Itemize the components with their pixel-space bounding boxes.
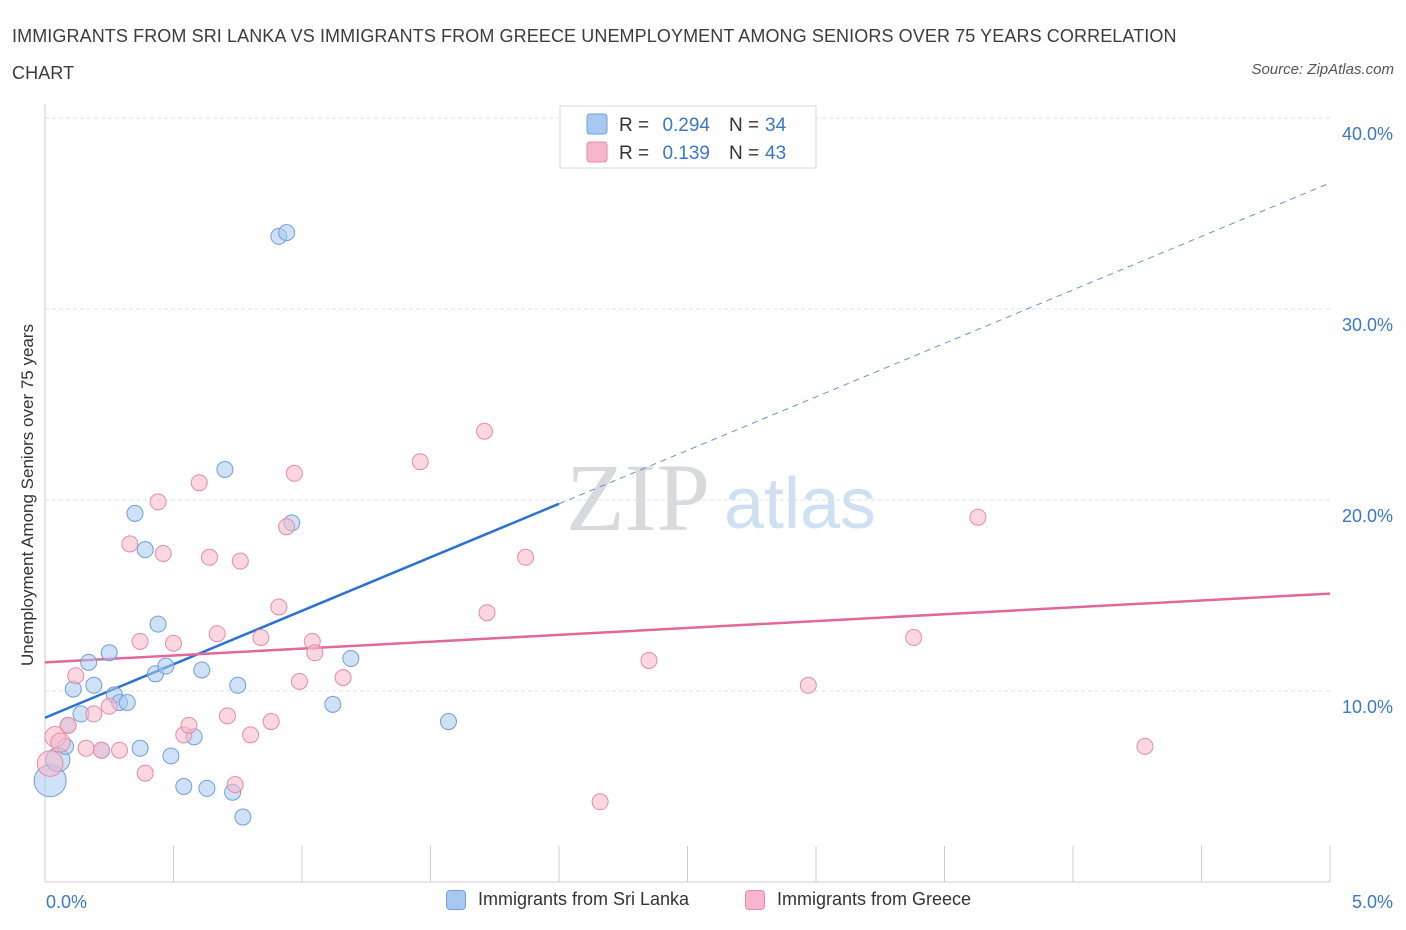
point-sri-lanka-15 (136, 541, 154, 559)
stats-swatch-0 (586, 113, 608, 135)
point-sri-lanka-20 (175, 778, 193, 795)
point-sri-lanka-24 (216, 460, 234, 478)
point-sri-lanka-32 (342, 650, 360, 668)
x-tick-label-0: 0.0% (46, 892, 87, 912)
point-greece-13 (149, 493, 167, 511)
point-sri-lanka-31 (324, 695, 342, 713)
point-greece-42 (969, 508, 987, 526)
point-greece-39 (640, 651, 658, 669)
watermark-zip: ZIP (566, 444, 710, 551)
point-greece-0 (36, 750, 64, 777)
tick-labels: 10.0% 20.0% 30.0% 40.0% 0.0% 5.0% (46, 124, 1393, 912)
stats-r-value-1: 0.139 (662, 143, 710, 164)
point-greece-32 (306, 644, 324, 662)
stats-n-label-0: N = (729, 115, 759, 136)
series-legend: Immigrants from Sri Lanka Immigrants fro… (0, 889, 1406, 915)
y-tick-label-2: 30.0% (1342, 315, 1393, 335)
stats-legend: R = 0.294 N = 34 R = 0.139 N = 43 (559, 105, 817, 169)
legend-swatch-sri-lanka (446, 889, 466, 910)
source-label: Source: ZipAtlas.com (1251, 61, 1394, 78)
data-points (33, 224, 1154, 826)
legend-label-sri-lanka: Immigrants from Sri Lanka (478, 889, 690, 909)
point-greece-36 (478, 604, 496, 622)
trend-line-sri-lanka (44, 502, 560, 719)
watermark-atlas: atlas (724, 464, 876, 544)
stats-n-value-1: 43 (765, 143, 786, 164)
point-greece-6 (85, 705, 103, 723)
point-sri-lanka-29 (278, 224, 296, 242)
axes (44, 104, 1331, 883)
legend-item-sri-lanka: Immigrants from Sri Lanka (446, 889, 689, 910)
chart-title: IMMIGRANTS FROM SRI LANKA VS IMMIGRANTS … (12, 26, 1177, 83)
y-tick-label-0: 10.0% (1342, 697, 1393, 717)
point-greece-21 (218, 707, 236, 725)
point-greece-43 (1136, 737, 1154, 755)
point-sri-lanka-26 (229, 676, 247, 694)
point-greece-41 (905, 629, 923, 647)
point-sri-lanka-12 (118, 693, 136, 711)
point-greece-7 (93, 741, 111, 759)
y-tick-label-1: 20.0% (1342, 506, 1393, 526)
point-greece-14 (154, 544, 172, 562)
stats-r-label-0: R = (619, 115, 649, 136)
point-greece-17 (180, 716, 198, 734)
point-greece-40 (799, 676, 817, 694)
trend-line-sri-lanka-extension (558, 182, 1331, 505)
point-greece-20 (208, 625, 226, 643)
point-sri-lanka-14 (131, 739, 149, 757)
point-greece-24 (242, 726, 260, 744)
stats-r-value-0: 0.294 (662, 115, 710, 136)
stats-n-value-0: 34 (765, 115, 787, 136)
point-greece-23 (231, 552, 249, 570)
point-sri-lanka-18 (157, 657, 175, 675)
point-greece-38 (591, 793, 609, 811)
point-greece-25 (252, 629, 270, 647)
point-greece-4 (67, 667, 85, 685)
point-sri-lanka-19 (162, 747, 180, 765)
point-greece-3 (59, 716, 77, 734)
legend-swatch-greece (745, 889, 765, 910)
point-sri-lanka-17 (149, 615, 167, 633)
point-greece-33 (334, 669, 352, 687)
trend-lines (44, 182, 1331, 719)
point-greece-30 (290, 672, 308, 690)
point-greece-9 (111, 741, 129, 759)
point-greece-2 (50, 732, 71, 753)
point-greece-34 (411, 453, 429, 471)
stats-r-label-1: R = (619, 143, 649, 164)
point-sri-lanka-27 (234, 808, 252, 826)
legend-label-greece: Immigrants from Greece (777, 889, 972, 909)
point-greece-10 (121, 535, 139, 553)
point-greece-11 (131, 632, 149, 650)
watermark: ZIP atlas (566, 444, 876, 551)
x-tick-label-1: 5.0% (1352, 892, 1393, 912)
point-greece-28 (278, 518, 296, 536)
point-greece-18 (190, 474, 208, 492)
point-sri-lanka-13 (126, 504, 144, 522)
point-greece-37 (517, 548, 535, 566)
point-sri-lanka-9 (100, 644, 118, 662)
trend-line-greece (44, 592, 1331, 664)
y-tick-label-3: 40.0% (1342, 124, 1393, 144)
point-greece-12 (136, 764, 154, 782)
point-greece-29 (285, 464, 303, 482)
stats-swatch-1 (586, 141, 608, 163)
point-sri-lanka-33 (439, 713, 457, 731)
point-sri-lanka-7 (85, 676, 103, 694)
point-sri-lanka-6 (80, 653, 98, 671)
point-greece-19 (200, 548, 218, 566)
point-sri-lanka-22 (193, 661, 211, 679)
point-sri-lanka-23 (198, 779, 216, 797)
point-greece-15 (165, 634, 182, 652)
point-greece-8 (100, 697, 118, 715)
point-greece-5 (77, 739, 95, 757)
point-greece-35 (475, 422, 493, 440)
stats-n-label-1: N = (729, 143, 759, 164)
point-greece-26 (262, 713, 280, 731)
point-greece-22 (226, 776, 244, 794)
point-greece-27 (270, 598, 288, 616)
legend-item-greece: Immigrants from Greece (745, 889, 971, 910)
